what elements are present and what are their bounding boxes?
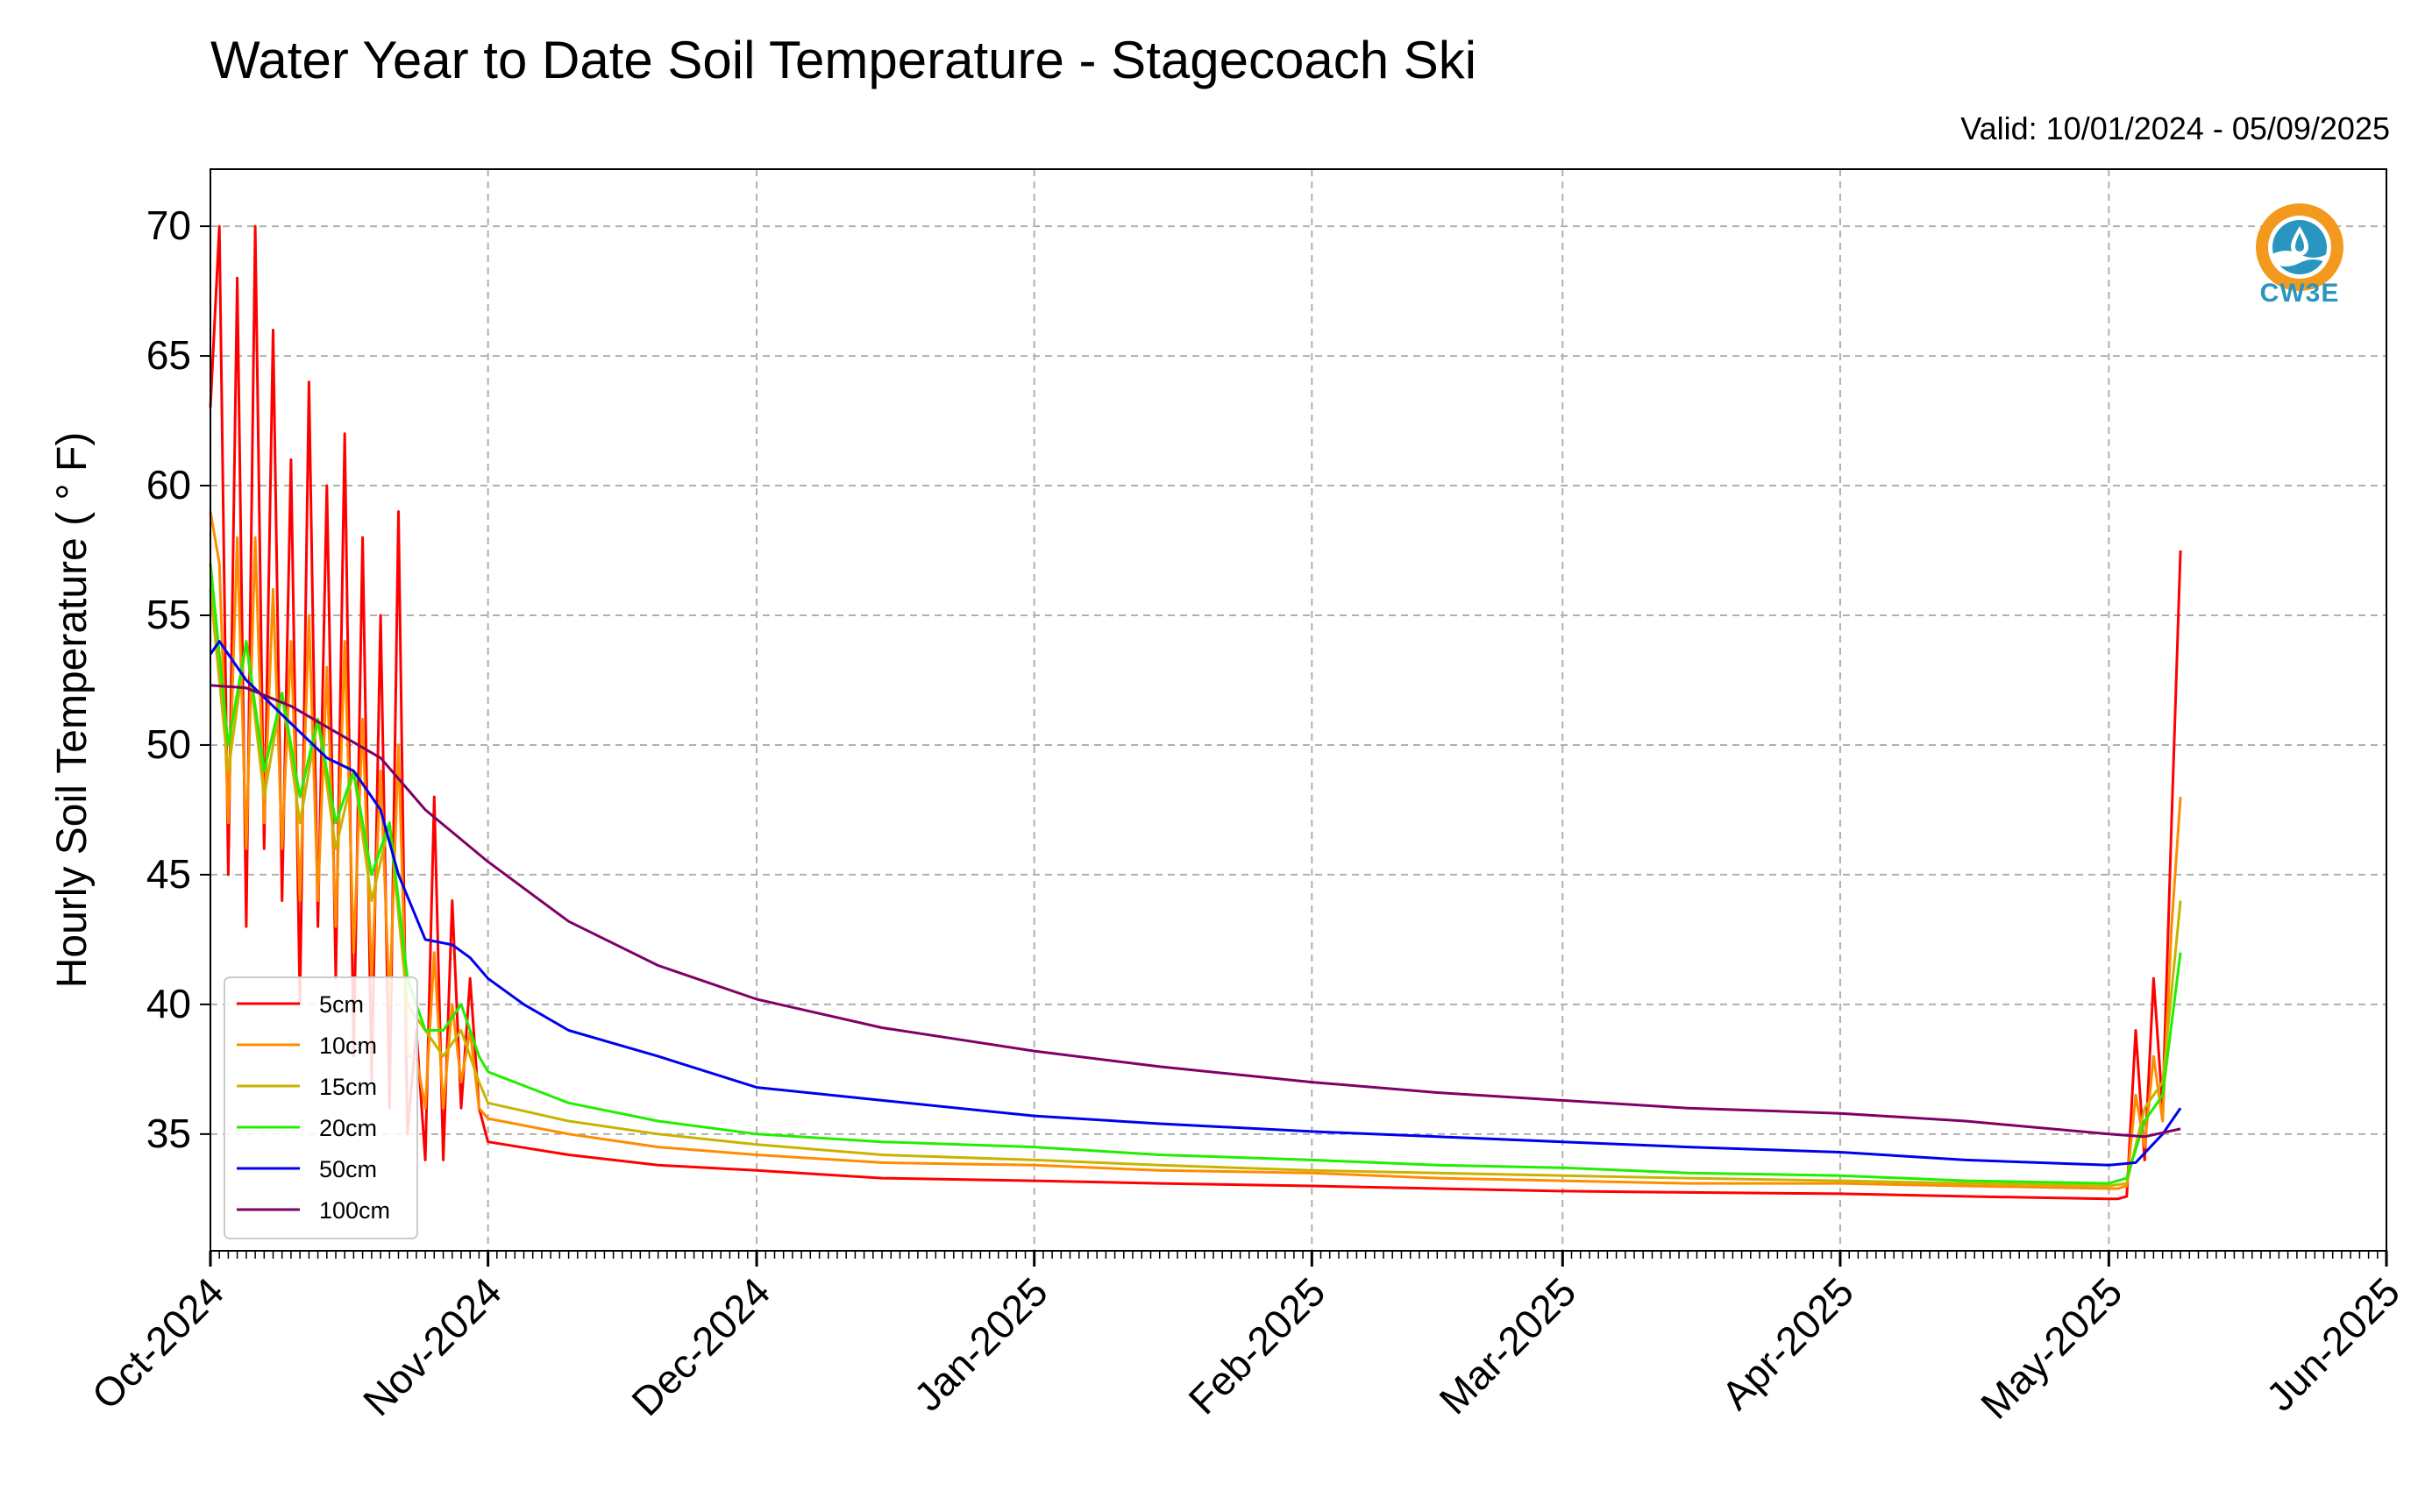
- series-line-5cm: [209, 224, 2182, 1201]
- y-tick-label: 45: [146, 851, 191, 897]
- grid-lines: [210, 169, 2387, 1251]
- series-lines: [209, 224, 2182, 1201]
- y-tick-label: 35: [146, 1111, 191, 1156]
- legend-label-10cm: 10cm: [319, 1033, 377, 1059]
- x-tick-label: Mar-2025: [1430, 1268, 1584, 1423]
- series-line-100cm: [210, 684, 2181, 1139]
- series-line-10cm: [209, 511, 2182, 1190]
- legend-label-50cm: 50cm: [319, 1156, 377, 1182]
- x-tick-label: Dec-2024: [622, 1268, 779, 1424]
- chart-subtitle: Valid: 10/01/2024 - 05/09/2025: [1960, 110, 2390, 146]
- x-minor-ticks: [210, 1251, 2387, 1259]
- y-tick-label: 60: [146, 462, 191, 508]
- x-tick-label: Feb-2025: [1179, 1268, 1333, 1423]
- chart-title: Water Year to Date Soil Temperature - St…: [210, 31, 1477, 89]
- x-tick-label: Oct-2024: [83, 1268, 233, 1418]
- logo-text: CW3E: [2259, 279, 2340, 308]
- y-tick-label: 40: [146, 981, 191, 1026]
- legend: 5cm 10cm 15cm 20cm 50cm 100cm: [224, 976, 418, 1239]
- legend-box: [224, 976, 418, 1239]
- plot-frame: [210, 168, 2387, 1252]
- legend-label-100cm: 100cm: [319, 1197, 390, 1224]
- x-tick-label: Jun-2025: [2258, 1268, 2408, 1419]
- y-tick-label: 65: [146, 332, 191, 378]
- x-tick-label: Apr-2025: [1712, 1268, 1862, 1418]
- y-tick-label: 55: [146, 592, 191, 637]
- y-tick-label: 70: [146, 202, 191, 248]
- cw3e-logo-icon: [2256, 203, 2343, 291]
- x-tick-label: Jan-2025: [905, 1268, 1056, 1419]
- legend-label-5cm: 5cm: [319, 991, 364, 1018]
- series-line-20cm: [209, 563, 2182, 1185]
- y-tick-label: 50: [146, 721, 191, 767]
- legend-label-20cm: 20cm: [319, 1115, 377, 1141]
- series-line-15cm: [209, 589, 2182, 1188]
- series-line-50cm: [209, 640, 2182, 1167]
- y-axis-label: Hourly Soil Temperature ( ° F): [49, 432, 96, 989]
- legend-label-15cm: 15cm: [319, 1074, 377, 1100]
- x-tick-label: May-2025: [1972, 1268, 2130, 1427]
- x-tick-label: Nov-2024: [354, 1268, 510, 1424]
